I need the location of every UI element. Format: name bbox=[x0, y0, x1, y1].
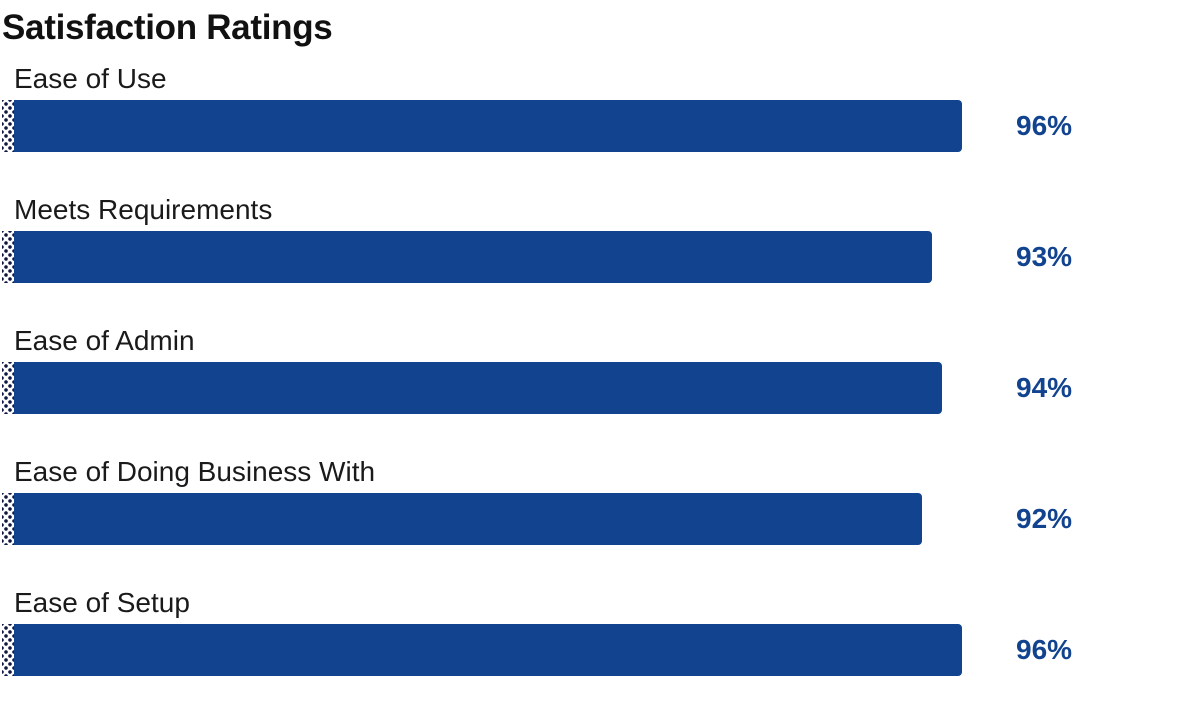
bar-label: Ease of Use bbox=[14, 63, 167, 94]
bar bbox=[14, 624, 962, 676]
bar-track bbox=[2, 100, 1007, 152]
bar-value-label: 96% bbox=[1016, 110, 1073, 141]
bar-row: Ease of Use 96% bbox=[0, 62, 1200, 162]
bar-pattern-cap bbox=[2, 493, 16, 545]
bar-track bbox=[2, 624, 1007, 676]
bar bbox=[14, 100, 962, 152]
bar-pattern-cap bbox=[2, 231, 16, 283]
bar-value-label: 93% bbox=[1016, 241, 1073, 272]
bar-track bbox=[2, 362, 1007, 414]
bar-value-label: 92% bbox=[1016, 503, 1073, 534]
bar-pattern-cap bbox=[2, 362, 16, 414]
chart-title: Satisfaction Ratings bbox=[2, 8, 333, 47]
bar-row: Meets Requirements 93% bbox=[0, 193, 1200, 293]
bar bbox=[14, 231, 932, 283]
bar-row: Ease of Admin 94% bbox=[0, 324, 1200, 424]
bar bbox=[14, 362, 942, 414]
bar bbox=[14, 493, 922, 545]
bar-label: Meets Requirements bbox=[14, 194, 273, 225]
bar-track bbox=[2, 493, 1007, 545]
bar-label: Ease of Setup bbox=[14, 587, 190, 618]
bar-track bbox=[2, 231, 1007, 283]
bar-label: Ease of Admin bbox=[14, 325, 195, 356]
bar-row: Ease of Doing Business With 92% bbox=[0, 455, 1200, 555]
bar-pattern-cap bbox=[2, 624, 16, 676]
bar-pattern-cap bbox=[2, 100, 16, 152]
bar-label: Ease of Doing Business With bbox=[14, 456, 376, 487]
bar-row: Ease of Setup 96% bbox=[0, 586, 1200, 686]
bar-value-label: 94% bbox=[1016, 372, 1073, 403]
bar-value-label: 96% bbox=[1016, 634, 1073, 665]
